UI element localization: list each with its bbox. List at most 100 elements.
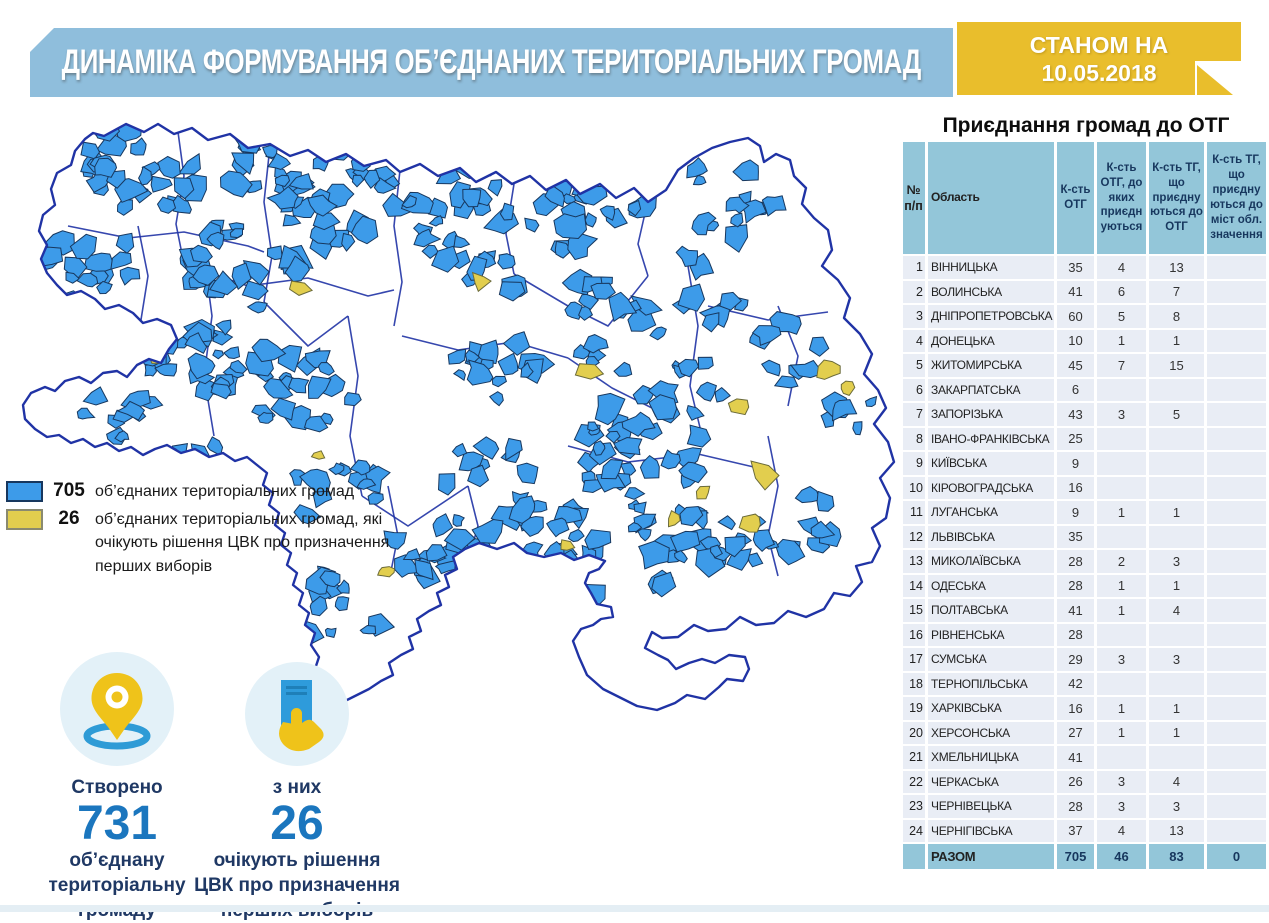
table-row: 6 ЗАКАРПАТСЬКА 6 — [903, 378, 1269, 401]
table-cell: 2 — [1097, 550, 1146, 573]
table-cell: 18 — [903, 672, 925, 695]
table-cell: 41 — [1057, 280, 1094, 303]
table-cell: 1 — [1149, 697, 1204, 720]
table-cell: ЛЬВІВСЬКА — [928, 525, 1054, 548]
table-cell: 37 — [1057, 819, 1094, 842]
table-cell — [1207, 819, 1266, 842]
table-cell — [1207, 574, 1266, 597]
map-pin-icon — [60, 652, 174, 766]
map-legend: 705 об’єднаних територіальних громад 26 … — [6, 480, 426, 583]
table-cell: 3 — [903, 305, 925, 328]
table-cell: ЗАПОРІЗЬКА — [928, 403, 1054, 426]
table-cell — [1207, 648, 1266, 671]
table-cell: ЧЕРКАСЬКА — [928, 770, 1054, 793]
stat-top-label: Створено — [71, 777, 163, 798]
table-cell: 20 — [903, 721, 925, 744]
stat-value: 26 — [270, 797, 324, 850]
table-cell — [1207, 795, 1266, 818]
table-cell: 28 — [1057, 550, 1094, 573]
legend-label: об’єднаних територіальних громад — [95, 483, 355, 500]
table-cell: 8 — [1149, 305, 1204, 328]
table-row: 23 ЧЕРНІВЕЦЬКА 28 3 3 — [903, 795, 1269, 818]
table-cell: 4 — [1149, 770, 1204, 793]
table-header-row: № п/п Область К-сть ОТГ К-сть ОТГ, до як… — [903, 142, 1269, 254]
table-cell: 19 — [903, 697, 925, 720]
table-cell: 46 — [1097, 844, 1146, 869]
table-cell: 5 — [1097, 305, 1146, 328]
table-cell: ЧЕРНІГІВСЬКА — [928, 819, 1054, 842]
legend-item-pending: 26 об’єднаних територіальних громад, які… — [6, 508, 426, 578]
table-cell: 1 — [1097, 329, 1146, 352]
badge-date: 10.05.2018 — [1041, 59, 1157, 86]
table-row: 19 ХАРКІВСЬКА 16 1 1 — [903, 697, 1269, 720]
table-cell: 29 — [1057, 648, 1094, 671]
table-cell: 15 — [903, 599, 925, 622]
table-cell — [1207, 721, 1266, 744]
table-cell — [1097, 378, 1146, 401]
table-cell: 1 — [1149, 721, 1204, 744]
table-cell: 9 — [903, 452, 925, 475]
date-badge: СТАНОМ НА 10.05.2018 — [957, 22, 1241, 95]
table-cell: 9 — [1057, 501, 1094, 524]
table-cell: 7 — [1097, 354, 1146, 377]
table-cell: ЗАКАРПАТСЬКА — [928, 378, 1054, 401]
table-cell — [1207, 256, 1266, 279]
table-cell — [1207, 354, 1266, 377]
table-cell — [1207, 746, 1266, 769]
table-cell: 83 — [1149, 844, 1204, 869]
table-cell: 1 — [1149, 501, 1204, 524]
table-cell: КІРОВОГРАДСЬКА — [928, 476, 1054, 499]
table-cell — [1207, 280, 1266, 303]
table-cell: 3 — [1149, 550, 1204, 573]
table-cell — [1207, 427, 1266, 450]
table-cell — [1207, 672, 1266, 695]
table-cell: 3 — [1097, 648, 1146, 671]
table-cell: 16 — [1057, 476, 1094, 499]
table-cell: 1 — [1097, 599, 1146, 622]
table-cell: 1 — [1149, 574, 1204, 597]
table-cell — [1097, 452, 1146, 475]
table-cell — [1207, 623, 1266, 646]
table-cell — [1097, 746, 1146, 769]
table-cell: 4 — [1097, 819, 1146, 842]
table-cell: СУМСЬКА — [928, 648, 1054, 671]
table-cell — [1207, 452, 1266, 475]
badge-fold-triangle — [1197, 65, 1233, 95]
legend-value: 705 — [53, 480, 85, 501]
table-cell: 4 — [1149, 599, 1204, 622]
table-cell — [1207, 599, 1266, 622]
table-cell: 6 — [1097, 280, 1146, 303]
table-cell: 7 — [1149, 280, 1204, 303]
table-cell: 4 — [903, 329, 925, 352]
table-cell — [1207, 476, 1266, 499]
column-header: К-сть ОТГ, до яких приєдн уються — [1097, 142, 1146, 254]
table-title: Приєднання громад до ОТГ — [942, 114, 1230, 137]
table-cell — [1149, 452, 1204, 475]
table-cell: 3 — [1149, 648, 1204, 671]
stat-top-label: з них — [272, 777, 322, 798]
column-header: К-сть ОТГ — [1057, 142, 1094, 254]
table-cell: 0 — [1207, 844, 1266, 869]
table-cell: 3 — [1097, 795, 1146, 818]
table-cell: 1 — [1097, 721, 1146, 744]
table-cell — [1097, 476, 1146, 499]
table-cell: 27 — [1057, 721, 1094, 744]
table-row: 14 ОДЕСЬКА 28 1 1 — [903, 574, 1269, 597]
table-row: 24 ЧЕРНІГІВСЬКА 37 4 13 — [903, 819, 1269, 842]
table-cell: 1 — [1097, 501, 1146, 524]
table-cell: 5 — [903, 354, 925, 377]
table-row: 10 КІРОВОГРАДСЬКА 16 — [903, 476, 1269, 499]
table-cell — [1149, 378, 1204, 401]
table-cell — [1207, 403, 1266, 426]
table-cell: 12 — [903, 525, 925, 548]
table-cell: 10 — [903, 476, 925, 499]
table-cell: ВОЛИНСЬКА — [928, 280, 1054, 303]
table-cell: 35 — [1057, 256, 1094, 279]
table-cell: ІВАНО-ФРАНКІВСЬКА — [928, 427, 1054, 450]
table-cell: 28 — [1057, 574, 1094, 597]
table-cell: 3 — [1149, 795, 1204, 818]
table-cell: ТЕРНОПІЛЬСЬКА — [928, 672, 1054, 695]
table-cell — [1149, 427, 1204, 450]
table-cell: 23 — [903, 795, 925, 818]
table-cell: 41 — [1057, 599, 1094, 622]
